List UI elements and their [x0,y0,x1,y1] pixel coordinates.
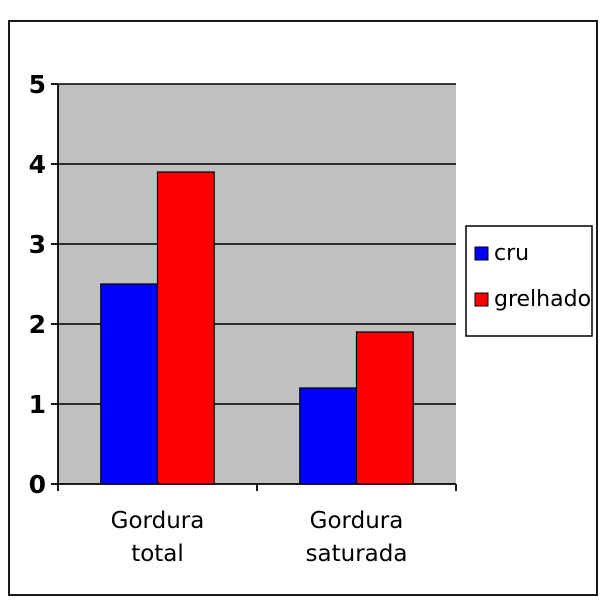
legend-swatch-grelhado [474,292,489,307]
y-tick-label: 5 [29,70,46,99]
bar-cru [100,283,159,485]
legend-swatch-cru [474,246,489,261]
chart-frame: 0 1 2 3 4 5 Gordura total Gordura saturada cru gre… [8,20,598,596]
bar-cru [299,387,358,485]
x-category-label-line: saturada [306,541,408,567]
bar-chart: 0 1 2 3 4 5 Gordura total Gordura saturada cru gre… [29,70,593,567]
legend-label-grelhado: grelhado [494,287,591,312]
legend-label-cru: cru [494,241,529,266]
y-tick-label: 1 [29,390,46,419]
x-category-label-line: Gordura [111,508,205,534]
legend-box [465,225,593,337]
bar-grelhado [355,331,414,485]
y-tick-label: 3 [29,230,46,259]
bars [100,171,414,485]
y-tick-label: 2 [29,310,46,339]
axes: 0 1 2 3 4 5 Gordura total Gordura saturada [29,70,457,567]
x-category-label: Gordura saturada [306,508,408,567]
x-category-label-line: total [131,541,184,567]
x-category-label: Gordura total [111,508,205,567]
x-category-label-line: Gordura [310,508,404,534]
bar-grelhado [156,171,215,485]
legend: cru grelhado [465,225,593,337]
y-tick-label: 4 [29,150,46,179]
y-tick-label: 0 [29,470,46,499]
